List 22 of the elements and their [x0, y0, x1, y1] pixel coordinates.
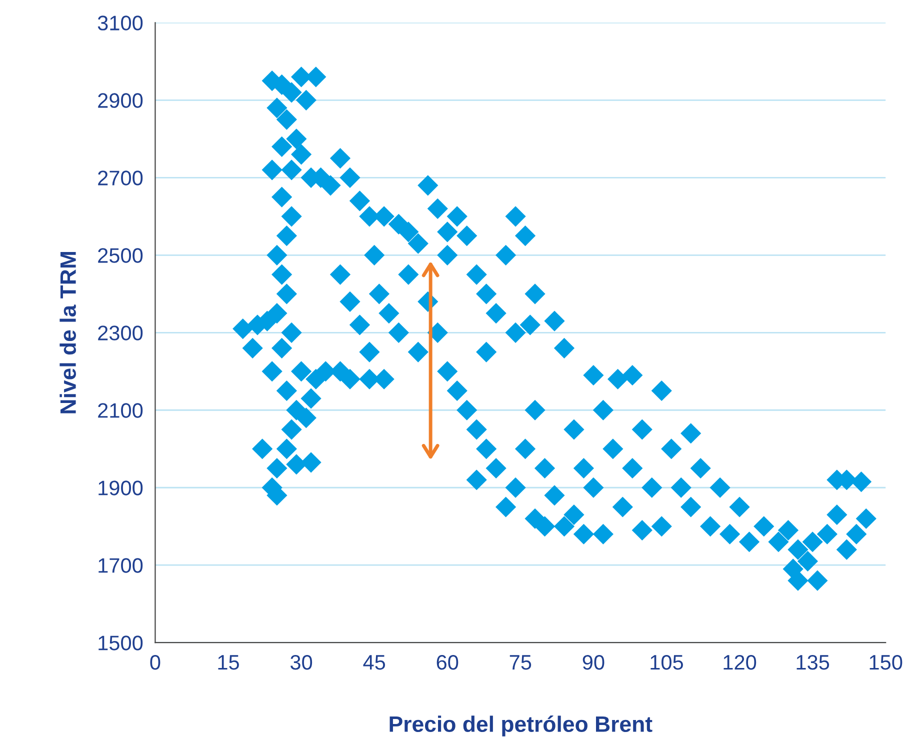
x-tick-label: 60 [436, 654, 458, 670]
x-tick-label: 150 [870, 654, 902, 670]
x-tick-label: 105 [650, 654, 683, 670]
y-tick-label: 2500 [98, 248, 143, 263]
x-axis-title: Precio del petróleo Brent [390, 715, 652, 736]
y-tick-label: 2100 [98, 403, 143, 418]
x-tick-label: 75 [510, 655, 532, 670]
y-tick-label: 1900 [98, 480, 143, 496]
x-tick-label: 0 [150, 654, 160, 670]
y-tick-label: 1700 [98, 558, 143, 573]
x-tick-label: 120 [724, 654, 756, 670]
x-tick-label: 30 [290, 654, 312, 670]
y-tick-label: 1500 [98, 636, 143, 650]
y-tick-label: 2900 [98, 93, 143, 108]
x-tick-label: 45 [363, 655, 386, 670]
y-tick-label: 2700 [98, 170, 143, 186]
x-tick-label: 90 [582, 654, 604, 670]
y-axis-title: Nivel de la TRM [60, 252, 76, 414]
x-tick-label: 15 [218, 655, 239, 670]
y-tick-label: 3100 [98, 16, 143, 30]
y-tick-label: 2300 [98, 326, 143, 340]
x-tick-label: 135 [796, 654, 830, 670]
